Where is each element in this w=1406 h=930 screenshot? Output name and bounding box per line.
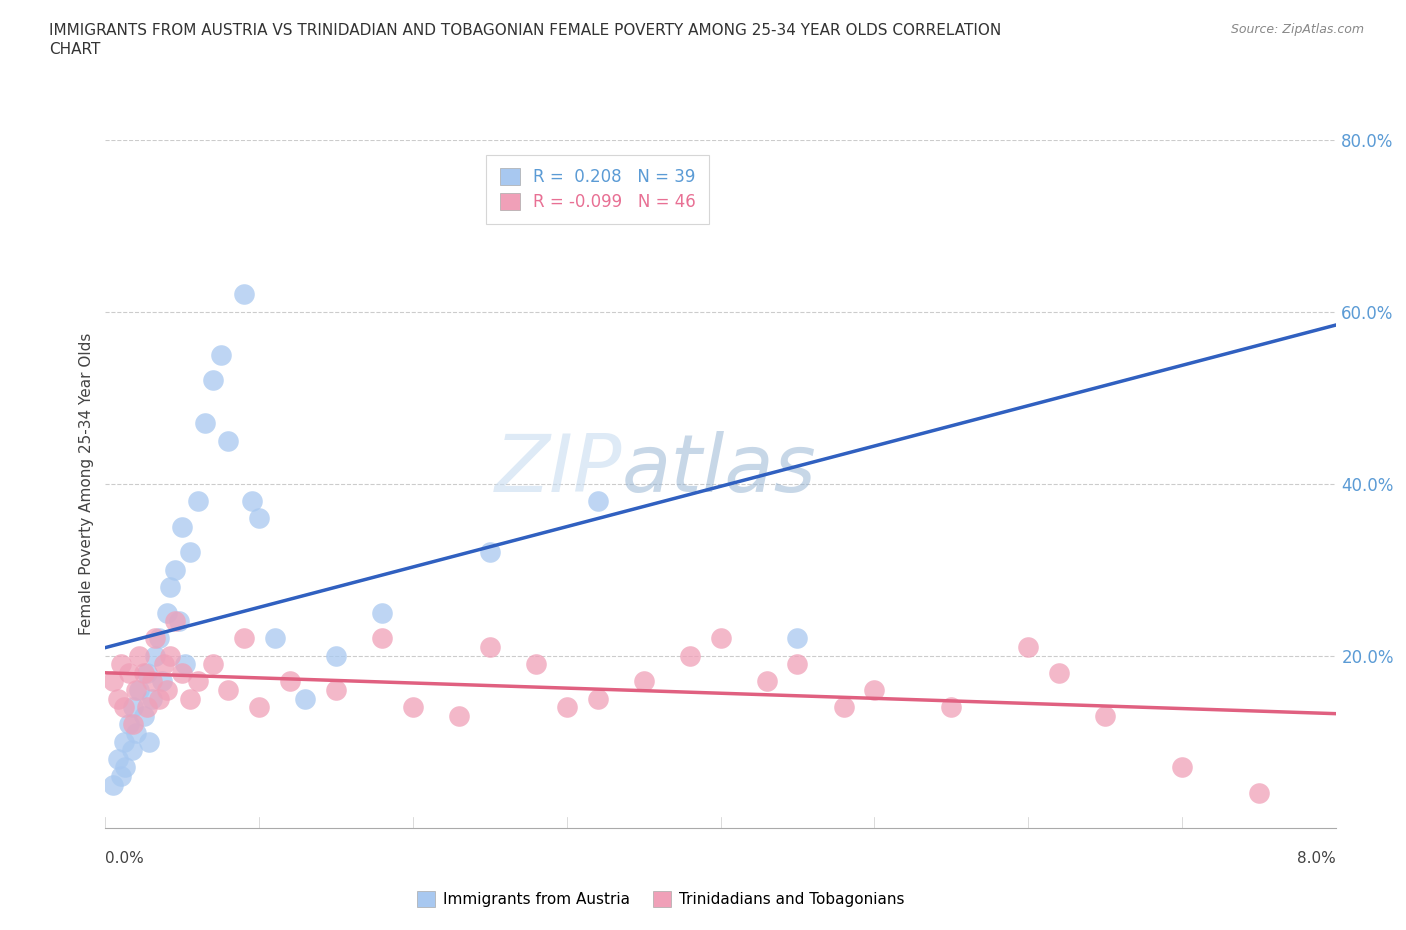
- Point: [125, 683, 148, 698]
- Point: [555, 700, 578, 715]
- Point: [117, 717, 139, 732]
- Point: [586, 493, 609, 508]
- Point: [136, 700, 159, 715]
- Point: [832, 700, 855, 715]
- Point: [232, 287, 254, 302]
- Point: [325, 683, 347, 698]
- Point: [786, 657, 808, 671]
- Point: [325, 648, 347, 663]
- Y-axis label: Female Poverty Among 25-34 Year Olds: Female Poverty Among 25-34 Year Olds: [79, 332, 94, 635]
- Point: [202, 373, 225, 388]
- Point: [633, 674, 655, 689]
- Point: [478, 640, 501, 655]
- Point: [179, 691, 201, 706]
- Point: [107, 691, 129, 706]
- Point: [1094, 709, 1116, 724]
- Text: 0.0%: 0.0%: [105, 851, 145, 866]
- Point: [110, 657, 132, 671]
- Point: [114, 760, 136, 775]
- Point: [278, 674, 301, 689]
- Point: [101, 674, 124, 689]
- Point: [247, 700, 270, 715]
- Point: [449, 709, 471, 724]
- Point: [125, 725, 148, 740]
- Point: [121, 743, 143, 758]
- Point: [110, 768, 132, 783]
- Text: ZIP: ZIP: [495, 431, 621, 509]
- Point: [232, 631, 254, 646]
- Point: [136, 666, 159, 681]
- Point: [156, 605, 179, 620]
- Point: [1171, 760, 1194, 775]
- Point: [172, 666, 194, 681]
- Point: [263, 631, 285, 646]
- Point: [524, 657, 547, 671]
- Point: [148, 691, 170, 706]
- Point: [941, 700, 963, 715]
- Point: [169, 614, 191, 629]
- Point: [240, 493, 263, 508]
- Point: [679, 648, 702, 663]
- Point: [143, 631, 166, 646]
- Point: [174, 657, 197, 671]
- Text: Source: ZipAtlas.com: Source: ZipAtlas.com: [1230, 23, 1364, 36]
- Point: [218, 433, 240, 448]
- Text: atlas: atlas: [621, 431, 817, 509]
- Point: [159, 648, 181, 663]
- Point: [112, 735, 135, 750]
- Point: [187, 493, 209, 508]
- Point: [478, 545, 501, 560]
- Point: [141, 674, 163, 689]
- Point: [179, 545, 201, 560]
- Point: [143, 648, 166, 663]
- Point: [786, 631, 808, 646]
- Point: [202, 657, 225, 671]
- Point: [218, 683, 240, 698]
- Point: [153, 657, 176, 671]
- Point: [187, 674, 209, 689]
- Point: [122, 717, 145, 732]
- Point: [163, 614, 186, 629]
- Point: [194, 416, 217, 431]
- Point: [294, 691, 316, 706]
- Point: [209, 347, 232, 362]
- Point: [156, 683, 179, 698]
- Point: [371, 631, 394, 646]
- Text: IMMIGRANTS FROM AUSTRIA VS TRINIDADIAN AND TOBAGONIAN FEMALE POVERTY AMONG 25-34: IMMIGRANTS FROM AUSTRIA VS TRINIDADIAN A…: [49, 23, 1001, 38]
- Point: [107, 751, 129, 766]
- Point: [150, 674, 173, 689]
- Point: [586, 691, 609, 706]
- Point: [371, 605, 394, 620]
- Text: 8.0%: 8.0%: [1296, 851, 1336, 866]
- Point: [101, 777, 124, 792]
- Legend: R =  0.208   N = 39, R = -0.099   N = 46: R = 0.208 N = 39, R = -0.099 N = 46: [486, 154, 709, 224]
- Point: [122, 700, 145, 715]
- Point: [710, 631, 733, 646]
- Point: [247, 511, 270, 525]
- Legend: Immigrants from Austria, Trinidadians and Tobagonians: Immigrants from Austria, Trinidadians an…: [411, 884, 911, 913]
- Point: [755, 674, 778, 689]
- Point: [128, 648, 150, 663]
- Point: [1247, 786, 1270, 801]
- Point: [159, 579, 181, 594]
- Point: [117, 666, 139, 681]
- Point: [112, 700, 135, 715]
- Point: [163, 562, 186, 577]
- Point: [1017, 640, 1039, 655]
- Point: [402, 700, 425, 715]
- Point: [148, 631, 170, 646]
- Point: [863, 683, 886, 698]
- Point: [132, 709, 155, 724]
- Point: [1047, 666, 1070, 681]
- Point: [141, 691, 163, 706]
- Point: [132, 666, 155, 681]
- Point: [172, 519, 194, 534]
- Point: [128, 683, 150, 698]
- Point: [138, 735, 160, 750]
- Text: CHART: CHART: [49, 42, 101, 57]
